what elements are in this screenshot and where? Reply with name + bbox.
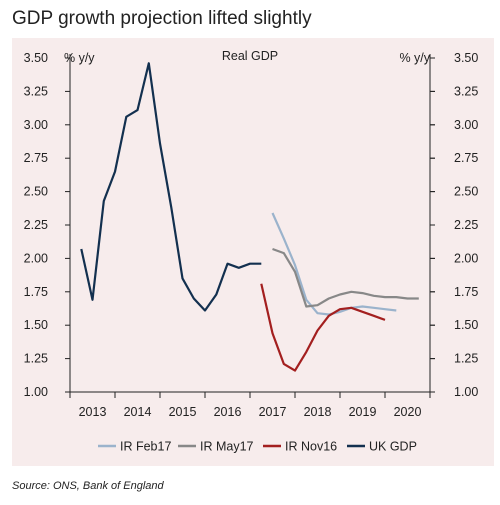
legend-label: IR Nov16 xyxy=(285,440,337,454)
series-line-ir-nov16 xyxy=(260,283,386,372)
series-line-ir-may17 xyxy=(272,247,419,308)
y-tick-label-right: 3.25 xyxy=(454,84,478,98)
legend: IR Feb17 IR May17 IR Nov16 UK GDP xyxy=(98,440,417,454)
x-tick-label: 2015 xyxy=(169,405,197,419)
y-tick-label-right: 2.75 xyxy=(454,151,478,165)
source-note: Source: ONS, Bank of England xyxy=(12,480,164,492)
axes: 1.00 1.00 1.25 1.25 1.50 1.50 1.75 1.75 2.00 2.00… xyxy=(24,51,479,419)
y-tick-label-left: 3.25 xyxy=(24,84,48,98)
y-tick-label-left: 3.00 xyxy=(24,118,48,132)
y-tick-label-right: 1.75 xyxy=(454,285,478,299)
y-tick-label-left: 2.25 xyxy=(24,218,48,232)
x-tick-label: 2014 xyxy=(124,405,152,419)
series-lines xyxy=(80,62,419,372)
chart-title: GDP growth projection lifted slightly xyxy=(12,8,312,29)
y-tick-label-right: 3.00 xyxy=(454,118,478,132)
y-tick-label-left: 1.25 xyxy=(24,352,48,366)
y-tick-label-left: 1.75 xyxy=(24,285,48,299)
y-tick-label-right: 3.50 xyxy=(454,51,478,65)
x-tick-label: 2013 xyxy=(79,405,107,419)
legend-label: UK GDP xyxy=(369,440,417,454)
x-tick-label: 2017 xyxy=(259,405,287,419)
y-tick-label-right: 1.50 xyxy=(454,318,478,332)
y-tick-label-left: 3.50 xyxy=(24,51,48,65)
y-tick-label-left: 1.00 xyxy=(24,385,48,399)
y-tick-label-left: 2.00 xyxy=(24,251,48,265)
y-tick-label-right: 1.00 xyxy=(454,385,478,399)
legend-label: IR Feb17 xyxy=(120,440,171,454)
y-tick-label-left: 1.50 xyxy=(24,318,48,332)
y-tick-label-right: 2.25 xyxy=(454,218,478,232)
y-axis-label-right: % y/y xyxy=(399,51,430,65)
y-tick-label-left: 2.75 xyxy=(24,151,48,165)
y-tick-label-right: 2.50 xyxy=(454,185,478,199)
x-tick-label: 2020 xyxy=(394,405,422,419)
chart-area xyxy=(12,38,494,466)
y-tick-label-right: 1.25 xyxy=(454,352,478,366)
x-tick-label: 2016 xyxy=(214,405,242,419)
x-tick-label: 2019 xyxy=(349,405,377,419)
legend-label: IR May17 xyxy=(200,440,254,454)
y-tick-label-left: 2.50 xyxy=(24,185,48,199)
series-line-uk-gdp xyxy=(80,62,262,312)
y-axis-label-left: % y/y xyxy=(64,51,95,65)
y-tick-label-right: 2.00 xyxy=(454,251,478,265)
chart-subtitle: Real GDP xyxy=(222,49,278,63)
x-tick-label: 2018 xyxy=(304,405,332,419)
